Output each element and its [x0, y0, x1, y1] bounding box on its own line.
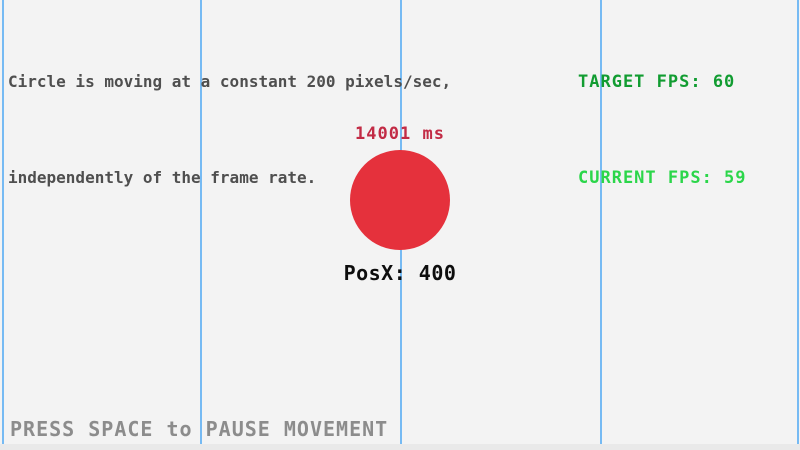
gridline: [797, 0, 799, 444]
gridline: [600, 0, 602, 444]
moving-circle: [350, 150, 450, 250]
pause-hint-text: PRESS SPACE to PAUSE MOVEMENT: [10, 417, 389, 441]
description-text: Circle is moving at a constant 200 pixel…: [8, 2, 451, 258]
description-line-2: independently of the frame rate.: [8, 168, 317, 187]
circle-position-label: PosX: 400: [343, 261, 457, 285]
gridline: [200, 0, 202, 444]
gridline: [2, 0, 4, 444]
description-line-1: Circle is moving at a constant 200 pixel…: [8, 72, 452, 91]
fps-panel: TARGET FPS: 60 CURRENT FPS: 59: [578, 2, 747, 258]
current-fps-label: CURRENT FPS: 59: [578, 168, 747, 188]
elapsed-time-label: 14001 ms: [355, 124, 445, 144]
bottom-band: [0, 444, 800, 450]
target-fps-label: TARGET FPS: 60: [578, 72, 736, 92]
